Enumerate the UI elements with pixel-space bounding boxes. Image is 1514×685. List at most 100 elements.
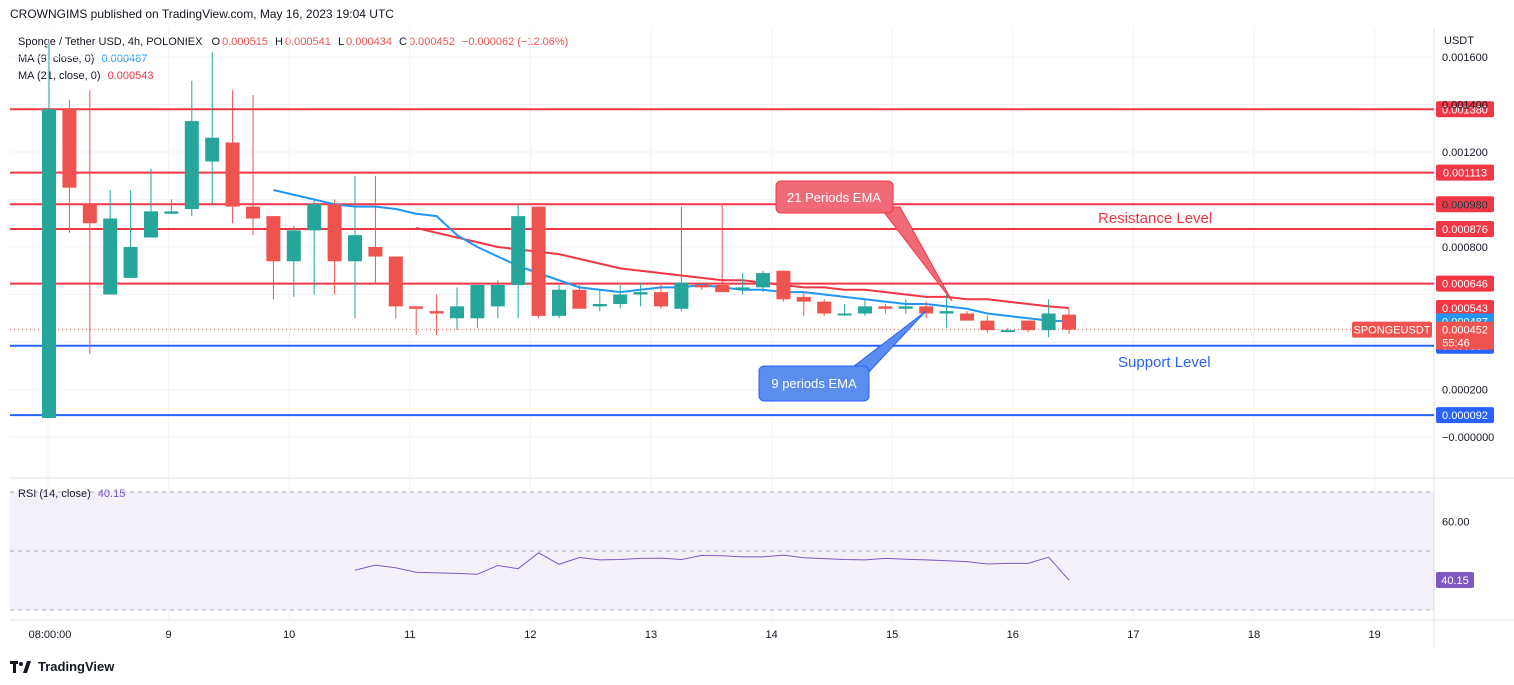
rsi-legend: RSI (14, close) 40.15 (18, 488, 125, 500)
candle-body (613, 294, 628, 304)
candle-body (511, 216, 526, 285)
symbol-name: Sponge / Tether USD, 4h, POLONIEX (18, 36, 203, 48)
candle-body (286, 230, 301, 262)
price-tick-label: 0.000200 (1442, 385, 1488, 397)
candle-body (1021, 320, 1036, 331)
candle-body (42, 109, 56, 418)
time-tick-label: 13 (645, 629, 657, 641)
candle-body (592, 304, 607, 307)
ma21-price-tag (1436, 300, 1494, 317)
candle-body (348, 235, 362, 262)
rsi-line (354, 552, 1070, 581)
candle-body (939, 311, 954, 314)
rsi-tag (1436, 572, 1474, 589)
level-price-tag (1436, 164, 1494, 181)
level-price-label: 0.000980 (1442, 199, 1488, 211)
open-label: O (211, 36, 221, 48)
time-tick-label: 14 (765, 629, 777, 641)
candle-body (756, 273, 770, 288)
last-price-label: 0.000452 (1442, 325, 1488, 337)
close-value: 0.000452 (408, 36, 455, 48)
level-price-tag (1436, 220, 1494, 237)
candle-body (490, 285, 505, 307)
candle-body (246, 206, 260, 219)
candle-body (184, 121, 199, 209)
candle-body (572, 289, 587, 309)
ma21-value: 0.000543 (107, 70, 154, 82)
ma9-label: MA (9, close, 0) (18, 53, 95, 65)
candle-body (817, 301, 832, 314)
tradingview-brand[interactable]: TradingView (10, 659, 114, 674)
candle-body (694, 285, 709, 288)
level-price-label: 0.001113 (1443, 168, 1487, 180)
candle-body (919, 306, 934, 314)
price-tick-label: 0.000980 (1442, 199, 1488, 211)
candle-body (470, 285, 485, 319)
candle-body (225, 142, 240, 207)
rsi-label: RSI (14, close) (18, 488, 91, 500)
candle-body (62, 109, 77, 188)
candle-body (123, 247, 138, 278)
price-tick-label: 0.001600 (1442, 52, 1488, 64)
candle-body (205, 137, 220, 162)
rsi-tick-label: 60.00 (1442, 517, 1470, 529)
candle-body (654, 292, 668, 307)
candle-body (429, 311, 444, 314)
time-tick-label: 11 (404, 629, 415, 641)
low-label: L (337, 36, 345, 48)
candle-body (715, 285, 730, 293)
ma9-value: 0.000487 (101, 53, 148, 65)
candle-body (388, 256, 403, 307)
candle-body (776, 270, 791, 300)
ma21-price-label: 0.000543 (1442, 303, 1488, 315)
candle-body (531, 206, 546, 316)
candle-body (307, 204, 322, 231)
time-tick-label: 16 (1007, 629, 1019, 641)
candle-body (674, 282, 689, 309)
candle-body (1000, 330, 1015, 333)
ma21-label: MA (21, close, 0) (18, 70, 101, 82)
level-price-label: 0.000876 (1442, 224, 1488, 236)
level-price-label: 0.001380 (1442, 104, 1488, 116)
level-price-tag (1436, 196, 1494, 213)
symbol-tag (1352, 321, 1432, 338)
candle-body (837, 313, 852, 316)
price-tick-label: 0.001400 (1442, 100, 1488, 112)
time-tick-label: 12 (524, 629, 536, 641)
candle-body (1062, 314, 1076, 330)
bar-countdown: 55:46 (1442, 338, 1470, 350)
ma9-legend: MA (9, close, 0) 0.000487 (18, 53, 147, 65)
candle-body (735, 287, 750, 290)
candle-body (858, 306, 872, 314)
level-price-tag (1436, 275, 1494, 292)
high-value: 0.000541 (284, 36, 331, 48)
brand-label: TradingView (38, 659, 115, 674)
currency-label: USDT (1444, 35, 1474, 47)
time-tick-label: 08:00:00 (29, 629, 72, 641)
price-tick-label: −0.000000 (1442, 432, 1494, 444)
time-tick-label: 19 (1368, 629, 1380, 641)
ema21-callout-box (775, 180, 894, 214)
symbol-tag-label: SPONGEUSDT (1353, 325, 1430, 337)
ema9-callout-box (758, 365, 870, 402)
close-label: C (399, 36, 407, 48)
ema21-callout-label: 21 Periods EMA (787, 190, 881, 205)
time-tick-label: 9 (166, 629, 172, 641)
candle-body (960, 313, 974, 321)
candle-body (266, 216, 281, 262)
ma21-legend: MA (21, close, 0) 0.000543 (18, 70, 154, 82)
level-price-tag (1436, 407, 1494, 424)
rsi-tag-label: 40.15 (1441, 575, 1469, 587)
price-tick-label: 0.001200 (1442, 147, 1488, 159)
candle-body (898, 306, 913, 309)
time-tick-label: 15 (886, 629, 898, 641)
tradingview-logo-icon (10, 660, 31, 673)
rsi-value: 40.15 (97, 488, 126, 500)
low-value: 0.000434 (346, 36, 392, 48)
publisher-line: CROWNGIMS published on TradingView.com, … (10, 7, 394, 21)
candle-body (980, 320, 995, 331)
ema21-callout-pointer (878, 206, 953, 302)
candle-body (633, 292, 648, 295)
ema9-line (273, 189, 1070, 323)
